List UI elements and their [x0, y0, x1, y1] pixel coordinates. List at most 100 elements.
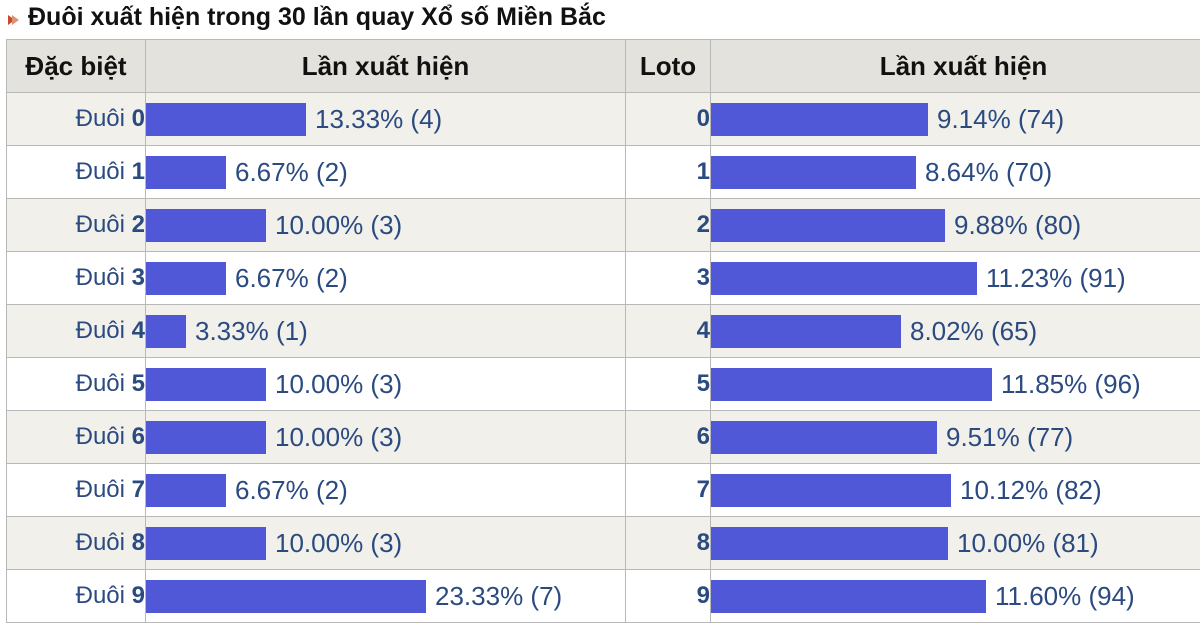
dac-biet-label: Đuôi 2: [7, 199, 146, 252]
loto-number: 3: [626, 252, 711, 305]
dac-biet-label: Đuôi 7: [7, 464, 146, 517]
duoi-digit: 6: [132, 423, 145, 450]
dac-biet-label: Đuôi 1: [7, 146, 146, 199]
loto-bar-cell: 11.85% (96): [711, 358, 1200, 411]
table-row: Đuôi 2 10.00% (3) 2 9.88% (80): [7, 199, 1200, 252]
loto-frequency-text: 9.88% (80): [954, 210, 1081, 241]
loto-number: 8: [626, 517, 711, 570]
dac-biet-label: Đuôi 8: [7, 517, 146, 570]
duoi-prefix: Đuôi: [76, 317, 125, 344]
loto-bar-cell: 8.64% (70): [711, 146, 1200, 199]
db-frequency-text: 23.33% (7): [435, 581, 562, 612]
table-header-row: Đặc biệt Lần xuất hiện Loto Lần xuất hiệ…: [7, 40, 1200, 93]
db-frequency-bar: [146, 421, 266, 454]
db-frequency-bar: [146, 156, 226, 189]
duoi-prefix: Đuôi: [76, 476, 125, 503]
db-frequency-text: 10.00% (3): [275, 528, 402, 559]
loto-bar-cell: 10.12% (82): [711, 464, 1200, 517]
loto-number: 4: [626, 305, 711, 358]
loto-number: 1: [626, 146, 711, 199]
duoi-prefix: Đuôi: [76, 264, 125, 291]
db-frequency-text: 10.00% (3): [275, 422, 402, 453]
section-title: Đuôi xuất hiện trong 30 lần quay Xổ số M…: [28, 3, 606, 32]
db-frequency-text: 10.00% (3): [275, 210, 402, 241]
loto-frequency-bar: [711, 421, 937, 454]
loto-number: 9: [626, 570, 711, 623]
loto-frequency-bar: [711, 527, 948, 560]
dac-biet-label: Đuôi 6: [7, 411, 146, 464]
loto-frequency-text: 11.85% (96): [1001, 369, 1141, 400]
table-row: Đuôi 0 13.33% (4) 0 9.14% (74): [7, 93, 1200, 146]
db-bar-cell: 10.00% (3): [146, 199, 626, 252]
loto-frequency-bar: [711, 368, 992, 401]
duoi-digit: 4: [132, 317, 145, 344]
db-frequency-bar: [146, 262, 226, 295]
db-frequency-bar: [146, 474, 226, 507]
loto-frequency-text: 11.23% (91): [986, 263, 1126, 294]
db-frequency-bar: [146, 209, 266, 242]
duoi-digit: 7: [132, 476, 145, 503]
table-body: Đuôi 0 13.33% (4) 0 9.14% (74) Đuôi 1 6.67% (…: [7, 93, 1200, 623]
duoi-prefix: Đuôi: [76, 529, 125, 556]
loto-frequency-bar: [711, 262, 977, 295]
db-bar-cell: 10.00% (3): [146, 517, 626, 570]
db-bar-cell: 10.00% (3): [146, 358, 626, 411]
loto-frequency-text: 9.51% (77): [946, 422, 1073, 453]
table-row: Đuôi 1 6.67% (2) 1 8.64% (70): [7, 146, 1200, 199]
duoi-digit: 5: [132, 370, 145, 397]
loto-frequency-bar: [711, 103, 928, 136]
db-bar-cell: 23.33% (7): [146, 570, 626, 623]
db-frequency-text: 10.00% (3): [275, 369, 402, 400]
loto-bar-cell: 9.88% (80): [711, 199, 1200, 252]
duoi-prefix: Đuôi: [76, 423, 125, 450]
loto-frequency-text: 11.60% (94): [995, 581, 1135, 612]
table-row: Đuôi 5 10.00% (3) 5 11.85% (96): [7, 358, 1200, 411]
db-bar-cell: 6.67% (2): [146, 252, 626, 305]
db-bar-cell: 6.67% (2): [146, 464, 626, 517]
header-db-occurrences: Lần xuất hiện: [146, 40, 626, 93]
header-loto-occurrences: Lần xuất hiện: [711, 40, 1200, 93]
dac-biet-label: Đuôi 9: [7, 570, 146, 623]
frequency-table: Đặc biệt Lần xuất hiện Loto Lần xuất hiệ…: [6, 39, 1200, 623]
db-frequency-bar: [146, 103, 306, 136]
db-bar-cell: 6.67% (2): [146, 146, 626, 199]
loto-frequency-text: 9.14% (74): [937, 104, 1064, 135]
db-frequency-text: 6.67% (2): [235, 263, 348, 294]
loto-frequency-bar: [711, 209, 945, 242]
loto-number: 0: [626, 93, 711, 146]
db-bar-cell: 10.00% (3): [146, 411, 626, 464]
duoi-digit: 9: [132, 582, 145, 609]
duoi-digit: 3: [132, 264, 145, 291]
db-frequency-bar: [146, 368, 266, 401]
db-frequency-bar: [146, 527, 266, 560]
db-frequency-bar: [146, 315, 186, 348]
db-frequency-text: 13.33% (4): [315, 104, 442, 135]
db-frequency-text: 6.67% (2): [235, 157, 348, 188]
arrow-bullet-icon: [6, 13, 20, 27]
loto-bar-cell: 9.14% (74): [711, 93, 1200, 146]
duoi-digit: 2: [132, 211, 145, 238]
table-row: Đuôi 6 10.00% (3) 6 9.51% (77): [7, 411, 1200, 464]
loto-bar-cell: 11.60% (94): [711, 570, 1200, 623]
loto-frequency-bar: [711, 474, 951, 507]
table-row: Đuôi 9 23.33% (7) 9 11.60% (94): [7, 570, 1200, 623]
table-row: Đuôi 3 6.67% (2) 3 11.23% (91): [7, 252, 1200, 305]
duoi-digit: 8: [132, 529, 145, 556]
duoi-digit: 1: [132, 158, 145, 185]
db-frequency-text: 3.33% (1): [195, 316, 308, 347]
loto-frequency-text: 8.64% (70): [925, 157, 1052, 188]
db-bar-cell: 13.33% (4): [146, 93, 626, 146]
loto-bar-cell: 9.51% (77): [711, 411, 1200, 464]
dac-biet-label: Đuôi 3: [7, 252, 146, 305]
dac-biet-label: Đuôi 0: [7, 93, 146, 146]
header-loto: Loto: [626, 40, 711, 93]
duoi-prefix: Đuôi: [76, 105, 125, 132]
loto-number: 7: [626, 464, 711, 517]
duoi-digit: 0: [132, 105, 145, 132]
duoi-prefix: Đuôi: [76, 211, 125, 238]
dac-biet-label: Đuôi 5: [7, 358, 146, 411]
section-header: Đuôi xuất hiện trong 30 lần quay Xổ số M…: [0, 0, 1200, 40]
loto-frequency-text: 10.12% (82): [960, 475, 1102, 506]
